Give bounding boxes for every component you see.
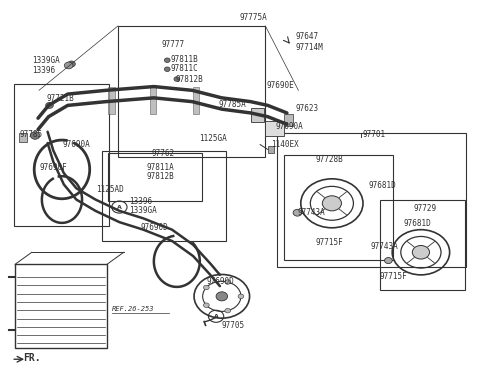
- Text: 97623: 97623: [296, 104, 319, 113]
- Bar: [380, 200, 465, 290]
- Circle shape: [412, 245, 430, 259]
- Text: 97715F: 97715F: [380, 272, 408, 281]
- Text: 97690D: 97690D: [206, 277, 234, 286]
- Text: 97811B: 97811B: [170, 54, 198, 64]
- Bar: [19, 133, 26, 141]
- Text: 97811A: 97811A: [147, 163, 174, 172]
- Circle shape: [204, 303, 209, 307]
- Bar: [102, 151, 226, 241]
- Bar: [277, 133, 467, 267]
- Bar: [118, 26, 265, 157]
- Circle shape: [164, 67, 170, 71]
- Text: 97762: 97762: [152, 149, 175, 158]
- Bar: [284, 155, 393, 260]
- Circle shape: [30, 132, 40, 139]
- Circle shape: [225, 280, 230, 284]
- Circle shape: [384, 257, 392, 263]
- Text: 97728B: 97728B: [316, 155, 343, 164]
- Text: 1339GA: 1339GA: [129, 206, 156, 215]
- Text: FR.: FR.: [23, 353, 40, 363]
- Text: 97681D: 97681D: [368, 181, 396, 191]
- Circle shape: [238, 294, 244, 299]
- Bar: [15, 264, 107, 348]
- Bar: [251, 108, 264, 122]
- Text: 97690A: 97690A: [276, 122, 304, 132]
- Text: 97743A: 97743A: [298, 208, 325, 217]
- Text: 97812B: 97812B: [175, 74, 203, 84]
- Text: 1140EX: 1140EX: [271, 140, 299, 149]
- Bar: [192, 87, 199, 115]
- Text: 97705: 97705: [222, 321, 245, 330]
- Text: 97775A: 97775A: [240, 13, 268, 22]
- Circle shape: [174, 77, 180, 81]
- Bar: [265, 121, 284, 136]
- Circle shape: [164, 58, 170, 62]
- Circle shape: [46, 102, 53, 108]
- Bar: [108, 87, 115, 115]
- Text: A: A: [214, 314, 218, 319]
- Text: 1339GA: 1339GA: [32, 56, 60, 65]
- Text: 97681D: 97681D: [404, 219, 432, 228]
- Circle shape: [68, 61, 75, 67]
- Text: 97785A: 97785A: [218, 100, 246, 109]
- Text: 97715F: 97715F: [316, 238, 343, 247]
- Bar: [150, 87, 156, 115]
- Text: 97721B: 97721B: [46, 94, 74, 103]
- Text: REF.26-253: REF.26-253: [112, 306, 155, 312]
- Text: 13396: 13396: [32, 66, 55, 75]
- Text: 97690D: 97690D: [141, 223, 168, 232]
- Text: 97647: 97647: [295, 32, 318, 41]
- Circle shape: [225, 308, 230, 313]
- Circle shape: [323, 196, 341, 211]
- Text: 97777: 97777: [161, 40, 184, 48]
- Bar: [14, 84, 109, 226]
- Bar: [108, 153, 202, 201]
- Circle shape: [293, 209, 302, 216]
- Text: 97690F: 97690F: [40, 163, 68, 172]
- Text: 97729: 97729: [413, 204, 436, 213]
- Circle shape: [216, 292, 228, 301]
- Circle shape: [64, 62, 73, 69]
- Circle shape: [204, 285, 209, 290]
- Text: 13396: 13396: [129, 197, 152, 206]
- Text: 97690E: 97690E: [266, 81, 294, 90]
- Text: 97812B: 97812B: [147, 172, 174, 181]
- Text: 97690A: 97690A: [63, 140, 91, 149]
- Text: 1125GA: 1125GA: [199, 134, 227, 143]
- Text: 97743A: 97743A: [370, 242, 398, 251]
- Bar: [284, 115, 293, 126]
- Text: 1125AD: 1125AD: [96, 185, 124, 194]
- Text: 97785: 97785: [20, 130, 43, 139]
- Text: 97701: 97701: [362, 130, 385, 139]
- Text: 97714M: 97714M: [295, 43, 323, 52]
- Bar: [268, 146, 274, 153]
- Text: A: A: [117, 204, 122, 209]
- Text: 97811C: 97811C: [170, 64, 198, 73]
